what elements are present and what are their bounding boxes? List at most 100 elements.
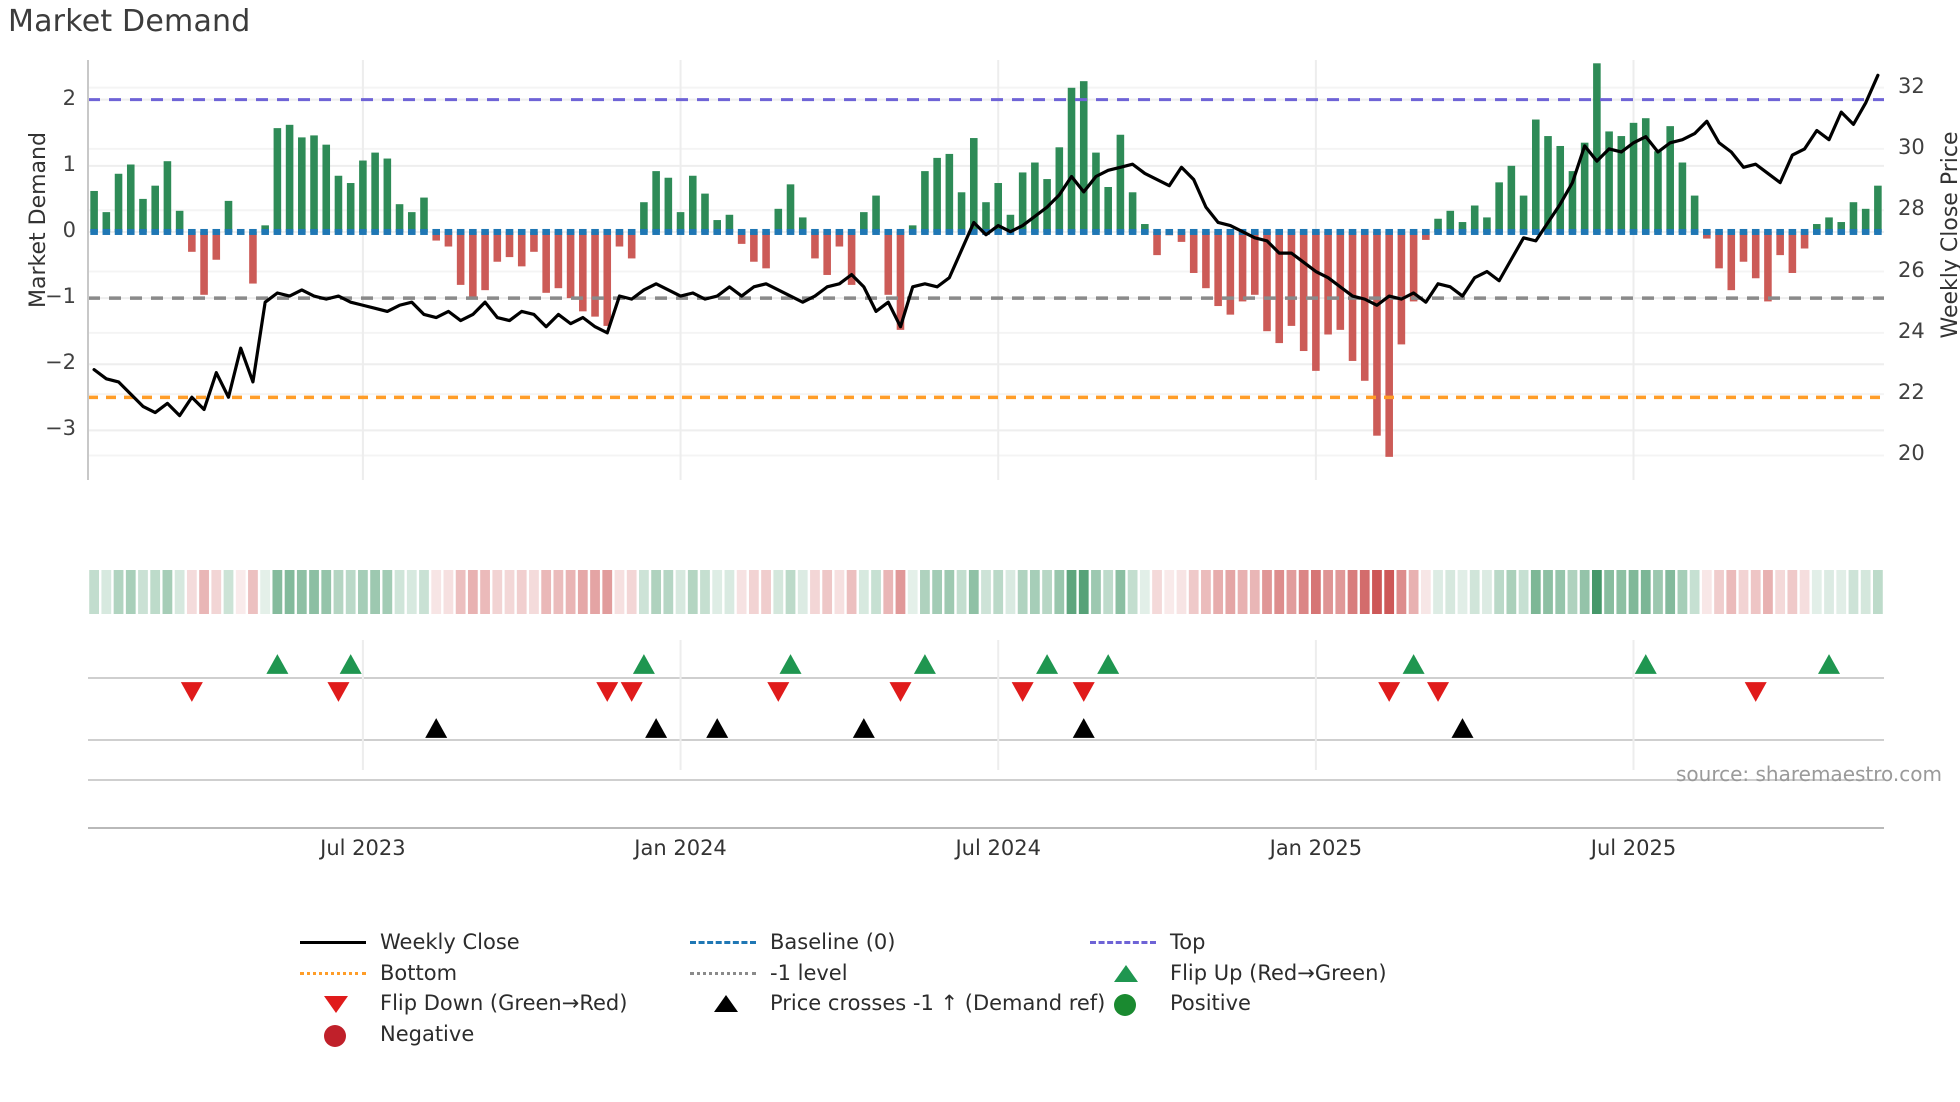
strip-cell bbox=[1726, 570, 1737, 614]
baseline-cap bbox=[1434, 228, 1442, 235]
strip-cell bbox=[1225, 570, 1236, 614]
demand-bar bbox=[359, 160, 367, 232]
legend-label: -1 level bbox=[770, 960, 848, 985]
strip-cell bbox=[1115, 570, 1126, 614]
demand-bar bbox=[737, 231, 746, 244]
baseline-cap bbox=[1251, 228, 1259, 235]
demand-bar bbox=[224, 200, 233, 232]
demand-bar bbox=[1018, 172, 1027, 232]
page-title: Market Demand bbox=[8, 4, 251, 39]
demand-bar bbox=[1336, 231, 1345, 330]
baseline-cap bbox=[224, 228, 233, 235]
baseline-cap bbox=[640, 228, 648, 235]
demand-bar bbox=[786, 184, 795, 232]
demand-bar bbox=[1067, 87, 1076, 232]
demand-bar bbox=[566, 231, 575, 299]
strip-cell bbox=[309, 570, 319, 614]
baseline-cap bbox=[346, 228, 355, 235]
strip-cell bbox=[1433, 570, 1443, 614]
demand-bar bbox=[1837, 222, 1846, 232]
demand-bar bbox=[1764, 231, 1772, 302]
legend-item[interactable]: Negative bbox=[300, 1022, 474, 1047]
strip-cell bbox=[89, 570, 99, 614]
baseline-cap bbox=[139, 228, 147, 235]
strip-cell bbox=[467, 570, 478, 614]
strip-cell bbox=[956, 570, 967, 614]
demand-bar bbox=[1776, 231, 1784, 256]
strip-cell bbox=[626, 570, 637, 614]
x-axis-tick: Jan 2025 bbox=[1269, 836, 1363, 860]
demand-bar bbox=[469, 231, 477, 300]
strip-cell bbox=[1286, 570, 1297, 614]
baseline-cap bbox=[383, 228, 392, 235]
demand-bar bbox=[1849, 202, 1858, 232]
baseline-cap bbox=[1397, 228, 1406, 235]
demand-bar bbox=[1385, 231, 1393, 457]
strip-cell bbox=[1469, 570, 1480, 614]
strip-cell bbox=[1323, 570, 1333, 614]
demand-bar bbox=[1813, 224, 1821, 232]
strip-cell bbox=[1616, 570, 1627, 614]
strip-cell bbox=[199, 570, 209, 614]
strip-cell bbox=[260, 570, 271, 614]
demand-bar bbox=[774, 208, 783, 232]
baseline-cap bbox=[188, 228, 196, 235]
baseline-cap bbox=[554, 228, 563, 235]
strip-cell bbox=[1543, 570, 1553, 614]
demand-bar bbox=[346, 183, 355, 232]
strip-cell bbox=[1152, 570, 1162, 614]
baseline-cap bbox=[236, 228, 245, 235]
demand-bar bbox=[982, 202, 990, 232]
y-axis-right-tick: 30 bbox=[1898, 134, 1925, 159]
strip-cell bbox=[553, 570, 564, 614]
demand-bar bbox=[1055, 147, 1064, 232]
baseline-cap bbox=[310, 228, 318, 235]
marker-rows bbox=[88, 640, 1884, 770]
strip-cell bbox=[1396, 570, 1407, 614]
legend-item[interactable]: Price crosses -1 ↑ (Demand ref) bbox=[690, 991, 1105, 1015]
legend-item[interactable]: Positive bbox=[1090, 991, 1251, 1016]
legend-item[interactable]: Flip Down (Green→Red) bbox=[300, 991, 627, 1015]
demand-bar bbox=[847, 231, 856, 285]
legend-item[interactable]: Flip Up (Red→Green) bbox=[1090, 961, 1387, 985]
price-cross-up-marker bbox=[706, 718, 729, 738]
legend-item[interactable]: -1 level bbox=[690, 961, 848, 985]
triangle-up-icon bbox=[690, 992, 756, 1014]
legend-item[interactable]: Top bbox=[1090, 930, 1205, 954]
demand-bar bbox=[591, 231, 599, 317]
baseline-cap bbox=[994, 228, 1003, 235]
strip-cell bbox=[1567, 570, 1578, 614]
demand-bar bbox=[713, 220, 721, 232]
baseline-cap bbox=[652, 228, 660, 235]
baseline-cap bbox=[126, 228, 135, 235]
demand-bar bbox=[1360, 231, 1369, 381]
strip-cell bbox=[1005, 570, 1016, 614]
price-cross-up-marker bbox=[1451, 718, 1474, 738]
baseline-cap bbox=[688, 228, 697, 235]
demand-bar bbox=[1641, 118, 1650, 232]
demand-bar bbox=[1153, 231, 1161, 256]
baseline-cap bbox=[1360, 228, 1369, 235]
demand-bar bbox=[1519, 195, 1528, 232]
legend-item[interactable]: Weekly Close bbox=[300, 930, 520, 954]
strip-cell bbox=[1298, 570, 1309, 614]
strip-cell bbox=[1653, 570, 1663, 614]
demand-bar bbox=[1177, 231, 1186, 242]
legend-item[interactable]: Bottom bbox=[300, 961, 457, 985]
strip-cell bbox=[1103, 570, 1114, 614]
demand-bar bbox=[579, 231, 587, 312]
baseline-cap bbox=[603, 228, 612, 235]
demand-bar bbox=[1507, 165, 1516, 232]
strip-cell bbox=[1506, 570, 1517, 614]
demand-bar bbox=[1800, 231, 1809, 249]
circle-icon bbox=[1090, 992, 1156, 1016]
flip-down-marker bbox=[889, 682, 912, 702]
legend-item[interactable]: Baseline (0) bbox=[690, 930, 895, 954]
baseline-cap bbox=[627, 228, 636, 235]
strip-cell bbox=[1127, 570, 1138, 614]
demand-bar bbox=[1324, 231, 1332, 335]
legend-label: Flip Down (Green→Red) bbox=[380, 991, 628, 1015]
baseline-cap bbox=[774, 228, 783, 235]
y-axis-right-tick: 22 bbox=[1898, 380, 1925, 405]
strip-cell bbox=[382, 570, 393, 614]
